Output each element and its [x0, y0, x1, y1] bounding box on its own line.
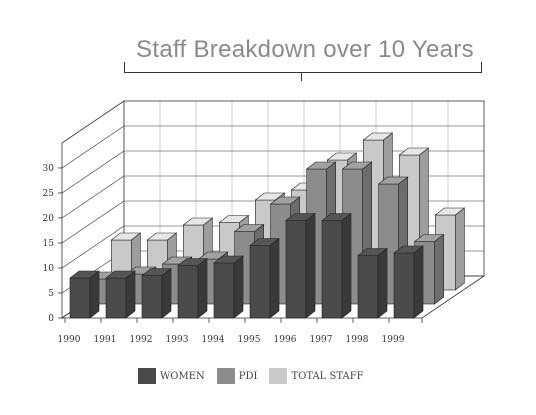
bar-side-women-1996: [305, 212, 316, 319]
bar-women-1994: [213, 262, 235, 319]
y-tick-label-25: 25: [43, 189, 55, 199]
x-tick-label-1991: 1991: [94, 335, 117, 345]
bar-side-women-1991: [125, 270, 136, 319]
legend-item-total-staff: TOTAL STAFF: [269, 368, 364, 384]
bar-top-pdi-1999: [413, 234, 445, 242]
legend-item-pdi: PDI: [216, 368, 258, 384]
gridline-side-15: [61, 200, 125, 244]
legend-swatch-pdi: [216, 368, 235, 384]
bar-side-women-1999: [413, 245, 424, 319]
bar-women-1998: [357, 255, 379, 319]
bar-top-women-1997: [321, 213, 352, 221]
bar-top-total-staff-1992: [182, 217, 214, 226]
gridline-side-30: [61, 125, 125, 169]
bar-women-1993: [177, 265, 199, 319]
x-tick-label-1993: 1993: [166, 335, 189, 345]
y-tick-label-15: 15: [43, 239, 55, 249]
bar-women-1997: [321, 220, 343, 319]
bar-side-women-1997: [341, 212, 352, 319]
bar-side-women-1990: [89, 270, 100, 319]
bar-top-women-1996: [285, 213, 316, 221]
x-tick-label-1990: 1990: [58, 335, 81, 345]
bar-top-total-staff-1997: [362, 132, 394, 141]
bar-top-pdi-1996: [305, 161, 337, 170]
bar-women-1999: [393, 252, 415, 319]
title-bracket-tick: [301, 72, 302, 81]
bar-top-total-staff-1999: [434, 207, 466, 216]
bar-top-women-1992: [141, 268, 172, 276]
legend-label-total-staff: TOTAL STAFF: [291, 370, 364, 382]
bar-top-total-staff-1994: [254, 192, 286, 201]
bar-side-women-1994: [233, 255, 244, 319]
bar-side-pdi-1999: [434, 233, 444, 305]
bar-women-1995: [249, 245, 271, 319]
bar-women-1996: [285, 220, 307, 319]
bar-top-women-1998: [357, 248, 388, 256]
bar-top-total-staff-1998: [398, 147, 430, 156]
gridline-side-10: [61, 225, 125, 269]
bar-top-pdi-1995: [269, 196, 301, 205]
bar-top-pdi-1993: [197, 251, 229, 260]
bar-top-women-1995: [249, 238, 280, 246]
x-tick-label-1998: 1998: [346, 335, 369, 345]
x-tick-label-1999: 1999: [382, 335, 405, 345]
bar-top-total-staff-1990: [110, 232, 142, 241]
y-tick-label-20: 20: [43, 214, 55, 224]
gridline-side-25: [61, 150, 125, 194]
x-tick-label-1992: 1992: [130, 335, 153, 345]
legend-item-women: WOMEN: [138, 368, 205, 384]
bar-top-women-1990: [69, 270, 100, 279]
legend: WOMEN PDI TOTAL STAFF: [138, 368, 364, 384]
legend-label-pdi: PDI: [238, 370, 258, 382]
bar-side-total-staff-1999: [455, 207, 465, 291]
bar-top-total-staff-1991: [146, 232, 178, 241]
y-tick-label-5: 5: [48, 289, 54, 299]
bar-top-pdi-1997: [341, 161, 373, 170]
legend-swatch-total-staff: [269, 368, 288, 384]
bar-top-total-staff-1993: [218, 215, 250, 223]
y-tick-label-10: 10: [43, 264, 55, 274]
bar-top-women-1991: [105, 270, 136, 279]
legend-label-women: WOMEN: [160, 370, 205, 382]
bar-top-pdi-1994: [233, 224, 265, 232]
bar-women-1991: [105, 277, 127, 319]
bar-side-women-1992: [161, 267, 172, 319]
bar-top-pdi-1998: [377, 176, 409, 185]
bar-top-women-1999: [393, 245, 424, 254]
x-tick-label-1995: 1995: [238, 335, 261, 345]
bar-top-women-1993: [177, 258, 208, 266]
x-tick-label-1997: 1997: [310, 335, 333, 345]
y-tick-label-30: 30: [43, 164, 55, 174]
bar-women-1992: [141, 275, 163, 319]
bar-top-women-1994: [213, 255, 244, 264]
bar-side-women-1993: [197, 257, 208, 319]
x-tick-label-1996: 1996: [274, 335, 297, 345]
legend-swatch-women: [138, 368, 156, 384]
bar-women-1990: [69, 277, 91, 319]
gridline-side-20: [61, 175, 125, 219]
x-tick-label-1994: 1994: [202, 335, 225, 345]
bar-side-women-1998: [377, 247, 388, 319]
bar-top-total-staff-1996: [326, 152, 358, 161]
title-bracket: [124, 62, 482, 73]
chart-title: Staff Breakdown over 10 Years: [136, 36, 474, 63]
bar-side-women-1995: [269, 237, 280, 319]
y-tick-label-0: 0: [48, 314, 54, 324]
